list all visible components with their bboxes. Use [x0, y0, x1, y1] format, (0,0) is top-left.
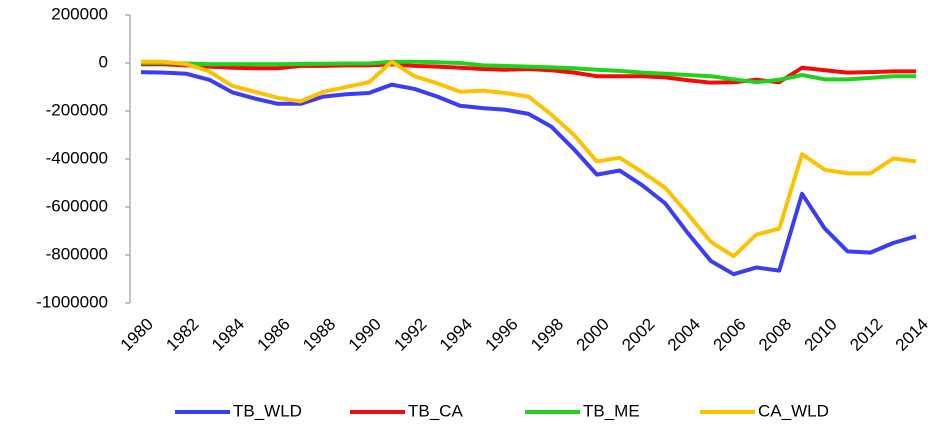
x-tick-label: 1996: [482, 315, 522, 355]
y-tick-label: -1000000: [36, 292, 108, 311]
legend-label: TB_WLD: [233, 401, 302, 420]
x-tick-label: 1984: [208, 315, 248, 355]
legend-label: TB_CA: [408, 401, 463, 420]
series-line: [141, 59, 916, 85]
x-tick-label: 1992: [390, 315, 430, 355]
x-tick-label: 2014: [892, 315, 932, 355]
x-tick-label: 1988: [299, 315, 339, 355]
x-tick-label: 1998: [527, 315, 567, 355]
y-tick-label: -600000: [46, 196, 108, 215]
y-tick-label: -800000: [46, 244, 108, 263]
series-line: [140, 70, 917, 277]
y-tick-label: -400000: [46, 148, 108, 167]
y-tick-label: 200000: [51, 4, 108, 23]
x-tick-label: 1994: [436, 315, 476, 355]
x-tick-label: 1982: [162, 315, 202, 355]
x-tick-label: 2010: [801, 315, 841, 355]
legend-label: TB_ME: [583, 401, 640, 420]
x-tick-label: 1986: [254, 315, 294, 355]
x-tick-label: 1990: [345, 315, 385, 355]
y-tick-label: -200000: [46, 100, 108, 119]
x-tick-label: 2006: [709, 315, 749, 355]
x-tick-label: 1980: [117, 315, 157, 355]
x-tick-label: 2008: [755, 315, 795, 355]
series-line: [141, 59, 917, 259]
legend-label: CA_WLD: [758, 401, 829, 420]
x-tick-label: 2004: [664, 315, 704, 355]
x-tick-label: 2000: [573, 315, 613, 355]
x-tick-label: 2002: [618, 315, 658, 355]
x-tick-label: 2012: [846, 315, 886, 355]
y-tick-label: 0: [99, 52, 108, 71]
